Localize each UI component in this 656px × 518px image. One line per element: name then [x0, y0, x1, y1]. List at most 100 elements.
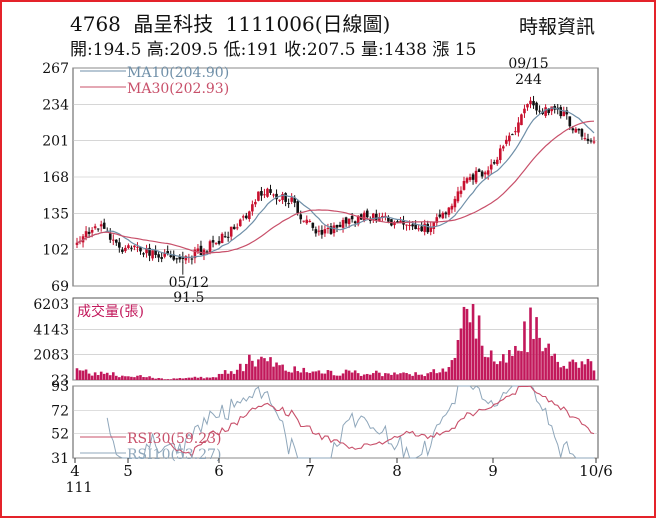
volume-bar: [121, 375, 124, 380]
volume-bar: [118, 377, 121, 380]
rsi30-line: [167, 385, 595, 458]
volume-bar: [238, 363, 242, 380]
ma30-line: [76, 120, 595, 254]
volume-bar: [526, 352, 529, 380]
candle-body: [399, 220, 402, 223]
volume-bar: [96, 375, 100, 380]
volume-bar: [574, 362, 578, 380]
volume-bar: [281, 364, 284, 380]
volume-bar: [556, 361, 560, 380]
candle-body: [178, 256, 182, 260]
candle-body: [414, 224, 417, 230]
volume-bar: [245, 363, 248, 380]
candle-body: [211, 240, 215, 243]
high-date-label: 09/15: [508, 56, 548, 72]
volume-bar: [217, 373, 221, 380]
candle-body: [465, 178, 469, 183]
volume-bar: [326, 370, 330, 380]
volume-bar: [257, 359, 260, 380]
volume-bar: [426, 373, 430, 380]
volume-bar: [381, 376, 384, 380]
candle-body: [356, 216, 360, 225]
volume-bar: [583, 364, 587, 380]
candle-body: [251, 204, 254, 212]
volume-bar: [115, 375, 118, 380]
volume-bar: [169, 379, 173, 380]
volume-bar: [93, 372, 97, 380]
candle-body: [248, 211, 251, 220]
candle-body: [332, 225, 336, 234]
candle-body: [365, 210, 369, 218]
candle-body: [526, 104, 529, 108]
candle-body: [133, 245, 136, 248]
candle-body: [544, 107, 547, 116]
volume-bar: [429, 372, 433, 380]
volume-bar: [284, 370, 287, 380]
volume-bar: [359, 375, 363, 380]
candle-body: [238, 219, 242, 227]
candle-body: [350, 216, 354, 220]
candle-body: [474, 170, 478, 183]
candle-body: [341, 220, 345, 228]
candle-body: [547, 109, 550, 114]
volume-bar: [474, 338, 478, 380]
volume-bar: [408, 374, 411, 380]
candle-body: [199, 245, 203, 256]
volume-bar: [468, 322, 472, 380]
candle-body: [371, 213, 375, 221]
candle-body: [172, 254, 176, 260]
volume-bar: [102, 373, 106, 380]
volume-bar: [269, 357, 272, 380]
candle-body: [93, 226, 97, 229]
candle-body: [523, 108, 526, 114]
volume-bar: [220, 373, 224, 380]
candle-body: [511, 134, 514, 136]
volume-bar: [517, 350, 520, 380]
volume-bar: [136, 375, 139, 380]
price-tick-label: 135: [42, 206, 69, 222]
volume-bar: [308, 372, 312, 380]
candle-body: [505, 139, 508, 144]
candle-body: [99, 224, 103, 227]
volume-bar: [148, 376, 151, 380]
rsi-tick-label: 72: [51, 403, 69, 419]
candle-body: [378, 216, 381, 222]
candle-body: [353, 221, 357, 224]
candle-body: [559, 107, 563, 117]
candle-body: [163, 253, 166, 257]
candle-body: [435, 217, 439, 223]
volume-tick-label: 4143: [33, 322, 69, 338]
price-tick-label: 168: [42, 170, 69, 186]
volume-bar: [199, 376, 203, 380]
volume-bar: [329, 370, 333, 380]
candle-body: [501, 146, 505, 149]
volume-bar: [387, 373, 390, 380]
candle-body: [571, 128, 575, 131]
candle-body: [75, 242, 79, 245]
candle-body: [459, 190, 463, 194]
volume-bar: [520, 351, 523, 380]
volume-bar: [462, 306, 466, 380]
candle-body: [223, 236, 227, 238]
candle-body: [245, 215, 248, 219]
candle-body: [405, 224, 408, 226]
volume-bar: [75, 368, 79, 380]
candle-body: [420, 226, 423, 232]
candle-body: [311, 222, 315, 228]
candle-body: [148, 247, 151, 256]
volume-bar: [553, 353, 556, 380]
volume-bar: [420, 374, 423, 380]
candle-body: [220, 233, 224, 243]
candle-body: [130, 247, 133, 249]
volume-bar: [139, 375, 142, 380]
candle-body: [293, 197, 296, 203]
candle-body: [108, 233, 112, 240]
volume-bar: [190, 377, 194, 380]
candle-body: [471, 174, 475, 180]
volume-bar: [441, 368, 445, 380]
legend-ma10-label: MA10(204.90): [127, 65, 229, 81]
candle-body: [287, 203, 290, 205]
candle-body: [169, 255, 173, 257]
candle-body: [142, 253, 145, 255]
volume-bar: [514, 345, 517, 380]
